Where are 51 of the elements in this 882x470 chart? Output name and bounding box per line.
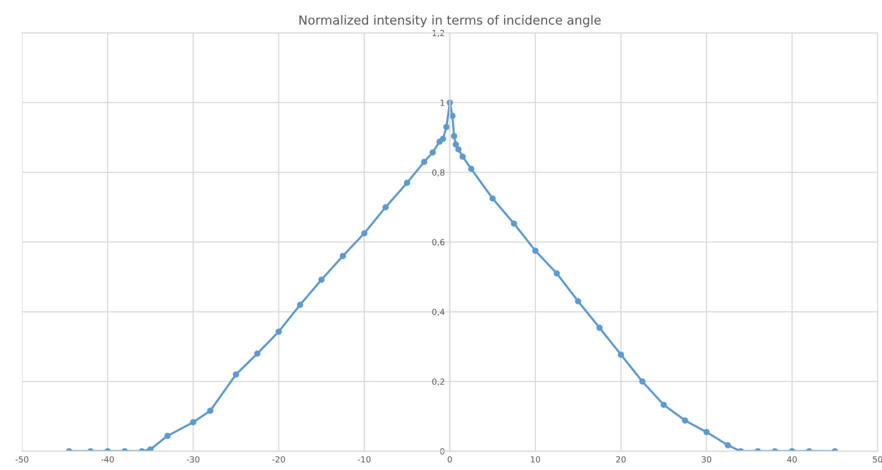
point xyxy=(618,352,624,358)
x-tick-label: 0 xyxy=(448,456,452,463)
x-tick-label: 30 xyxy=(702,456,712,463)
x-tick-label: 50 xyxy=(872,456,882,463)
point xyxy=(450,132,458,140)
point xyxy=(340,252,346,260)
point xyxy=(468,166,474,172)
y-tick-label: 0,8 xyxy=(432,169,444,176)
point xyxy=(554,270,560,277)
point xyxy=(361,230,368,236)
point xyxy=(452,141,459,148)
point xyxy=(440,136,446,142)
point xyxy=(421,158,428,165)
point xyxy=(443,124,450,130)
point xyxy=(254,350,260,357)
x-tick-label: -40 xyxy=(101,456,114,463)
x-tick-label: -30 xyxy=(186,456,200,463)
point xyxy=(575,298,582,304)
point xyxy=(207,408,214,414)
point xyxy=(232,371,240,378)
point xyxy=(639,378,646,385)
y-tick-label: 0,4 xyxy=(432,308,444,316)
x-tick-label: -20 xyxy=(272,456,285,463)
point xyxy=(382,204,389,210)
point xyxy=(460,154,466,160)
x-tick-label: -10 xyxy=(358,456,371,463)
point xyxy=(660,402,667,408)
point xyxy=(296,302,304,308)
point xyxy=(596,324,603,331)
point xyxy=(147,446,154,452)
point xyxy=(190,419,196,426)
point xyxy=(724,442,731,448)
point xyxy=(532,248,538,254)
x-tick-label: 20 xyxy=(616,456,626,463)
point xyxy=(430,149,436,156)
point xyxy=(318,276,325,283)
y-tick-label: 0,2 xyxy=(432,378,444,386)
point xyxy=(510,220,518,227)
point xyxy=(455,146,462,152)
x-tick-label: -50 xyxy=(16,456,28,463)
point xyxy=(703,428,710,436)
point xyxy=(164,432,171,439)
y-tick-label: 0,6 xyxy=(432,239,444,246)
y-tick-label: 1 xyxy=(440,100,444,106)
point xyxy=(276,328,282,335)
x-tick-label: 40 xyxy=(787,456,797,463)
chart-title: Normalized intensity in terms of incidence angle xyxy=(300,15,601,28)
point xyxy=(489,195,496,202)
point xyxy=(404,180,410,186)
point xyxy=(682,417,688,424)
x-tick-label: 10 xyxy=(530,456,540,463)
